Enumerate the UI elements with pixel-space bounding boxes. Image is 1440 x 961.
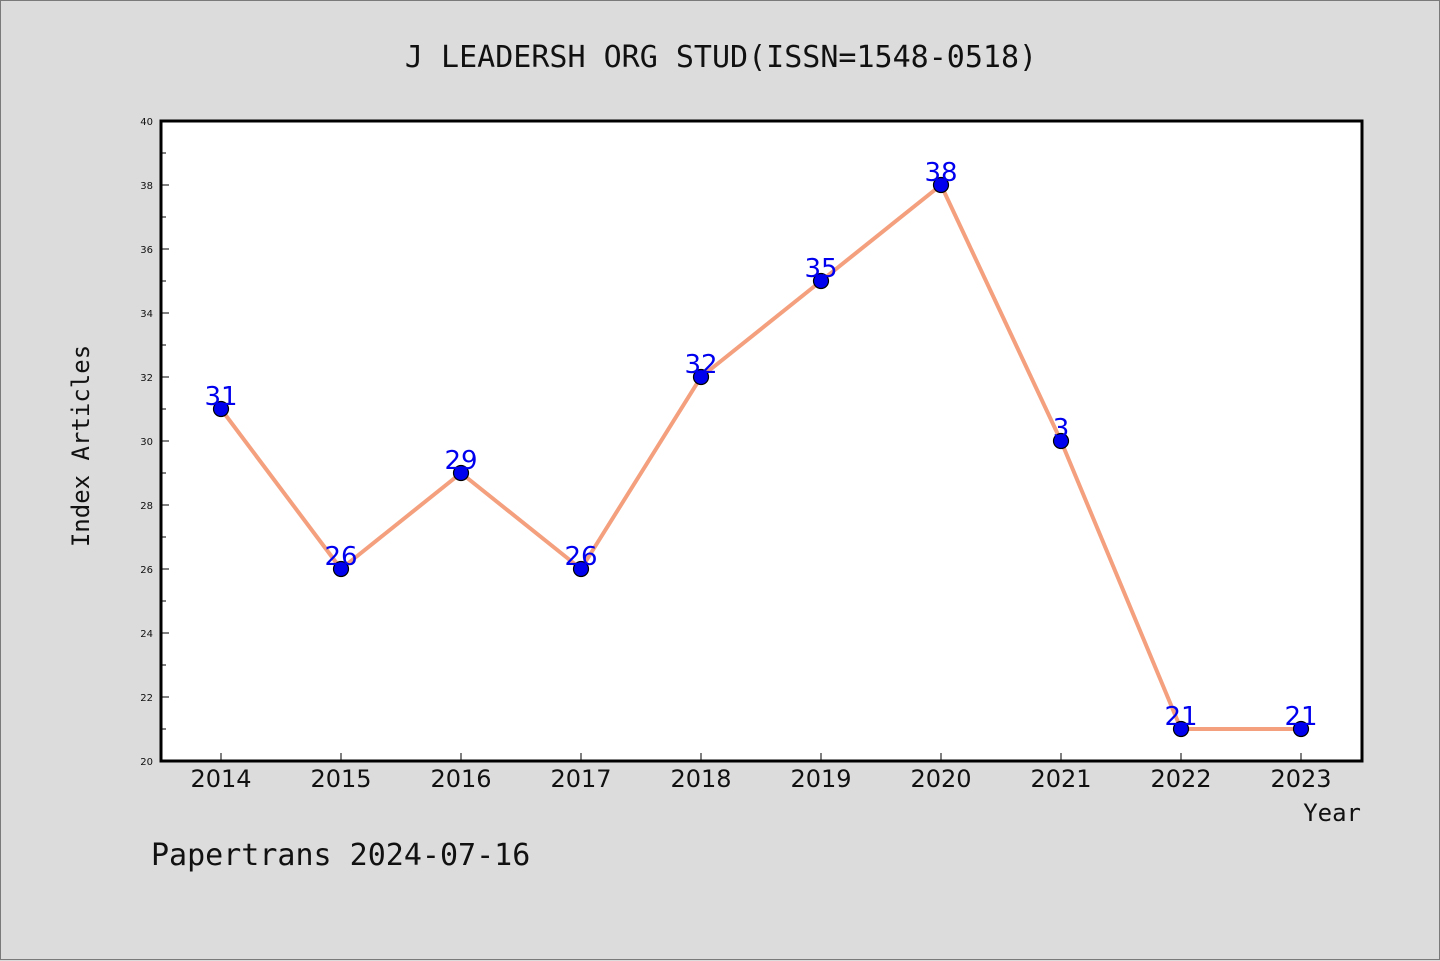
y-tick-label: 30 <box>140 437 153 448</box>
y-tick-label: 38 <box>140 181 153 192</box>
data-label: 29 <box>444 446 477 476</box>
y-tick-label: 36 <box>140 245 153 256</box>
data-label: 35 <box>804 254 837 284</box>
data-label: 26 <box>564 542 597 572</box>
chart-title: J LEADERSH ORG STUD(ISSN=1548-0518) <box>405 40 1037 75</box>
data-label: 31 <box>204 382 237 412</box>
x-tick-label: 2021 <box>1030 765 1091 793</box>
data-label: 21 <box>1284 702 1317 732</box>
data-label: 3 <box>1053 414 1070 444</box>
x-tick-label: 2018 <box>670 765 731 793</box>
y-axis-label: Index Articles <box>67 345 95 547</box>
y-tick-label: 34 <box>140 309 153 320</box>
y-tick-label: 20 <box>140 757 153 768</box>
data-label: 32 <box>684 350 717 380</box>
y-tick-label: 32 <box>140 373 153 384</box>
x-tick-label: 2017 <box>550 765 611 793</box>
data-label: 26 <box>324 542 357 572</box>
data-label: 38 <box>924 158 957 188</box>
x-tick-label: 2020 <box>910 765 971 793</box>
y-tick-label: 22 <box>140 693 153 704</box>
plot-area <box>161 121 1362 761</box>
x-tick-label: 2015 <box>310 765 371 793</box>
x-tick-label: 2019 <box>790 765 851 793</box>
x-tick-label: 2014 <box>190 765 251 793</box>
x-tick-label: 2023 <box>1270 765 1331 793</box>
data-label: 21 <box>1164 702 1197 732</box>
footer-credit: Papertrans 2024-07-16 <box>151 838 530 873</box>
y-tick-label: 28 <box>140 501 153 512</box>
x-axis-label: Year <box>1303 799 1361 827</box>
y-tick-label: 24 <box>140 629 153 640</box>
x-tick-label: 2016 <box>430 765 491 793</box>
y-tick-label: 40 <box>140 117 153 128</box>
x-tick-label: 2022 <box>1150 765 1211 793</box>
y-tick-label: 26 <box>140 565 153 576</box>
